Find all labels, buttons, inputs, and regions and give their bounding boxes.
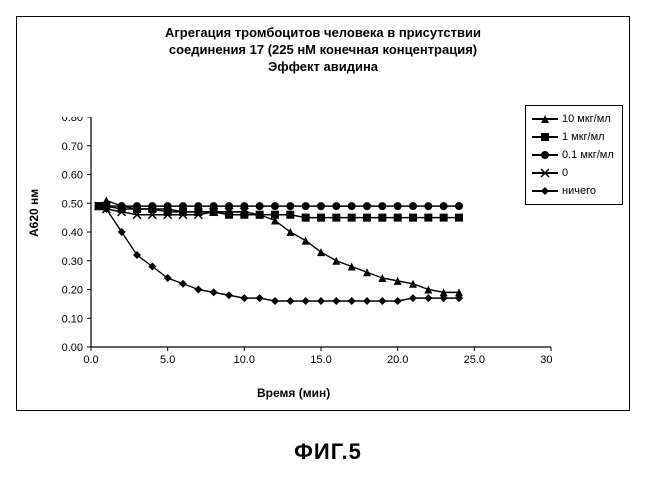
- legend-row: ничего: [532, 182, 616, 200]
- legend-label: 10 мкг/мл: [562, 113, 616, 125]
- svg-text:5.0: 5.0: [160, 354, 175, 366]
- svg-text:0.80: 0.80: [62, 117, 83, 124]
- y-axis-label: A620 нм: [27, 189, 41, 237]
- chart-frame: Агрегация тромбоцитов человека в присутс…: [16, 16, 630, 411]
- legend-row: 1 мкг/мл: [532, 128, 616, 146]
- legend-label: 1 мкг/мл: [562, 131, 616, 143]
- legend: 10 мкг/мл 1 мкг/мл 0.1 мкг/мл 0 ничего: [525, 105, 623, 205]
- legend-label: 0: [562, 167, 616, 179]
- plot-area: 0.00 0.10 0.20 0.30 0.40 0.50 0.60 0.70 0.80 0.0 5…: [53, 117, 553, 392]
- svg-text:0.70: 0.70: [62, 141, 83, 153]
- title-line-3: Эффект авидина: [17, 59, 629, 76]
- chart-title: Агрегация тромбоцитов человека в присутс…: [17, 17, 629, 76]
- svg-text:10.0: 10.0: [234, 354, 255, 366]
- title-line-1: Агрегация тромбоцитов человека в присутс…: [17, 25, 629, 42]
- figure-caption: ФИГ.5: [16, 439, 640, 465]
- svg-text:0.40: 0.40: [62, 227, 83, 239]
- title-line-2: соединения 17 (225 нМ конечная концентра…: [17, 42, 629, 59]
- svg-text:0.10: 0.10: [62, 313, 83, 325]
- svg-text:0.60: 0.60: [62, 170, 83, 182]
- legend-row: 10 мкг/мл: [532, 110, 616, 128]
- svg-text:0.00: 0.00: [62, 342, 83, 354]
- legend-row: 0: [532, 164, 616, 182]
- svg-text:0.0: 0.0: [83, 354, 98, 366]
- svg-text:25.0: 25.0: [464, 354, 485, 366]
- svg-text:0.20: 0.20: [62, 285, 83, 297]
- svg-text:0.30: 0.30: [62, 256, 83, 268]
- legend-label: ничего: [562, 185, 616, 197]
- svg-text:0.50: 0.50: [62, 198, 83, 210]
- svg-text:20.0: 20.0: [387, 354, 408, 366]
- chart-svg: 0.00 0.10 0.20 0.30 0.40 0.50 0.60 0.70 0.80 0.0 5…: [53, 117, 553, 387]
- legend-row: 0.1 мкг/мл: [532, 146, 616, 164]
- svg-text:30.0: 30.0: [540, 354, 553, 366]
- svg-text:15.0: 15.0: [310, 354, 331, 366]
- legend-label: 0.1 мкг/мл: [562, 149, 616, 161]
